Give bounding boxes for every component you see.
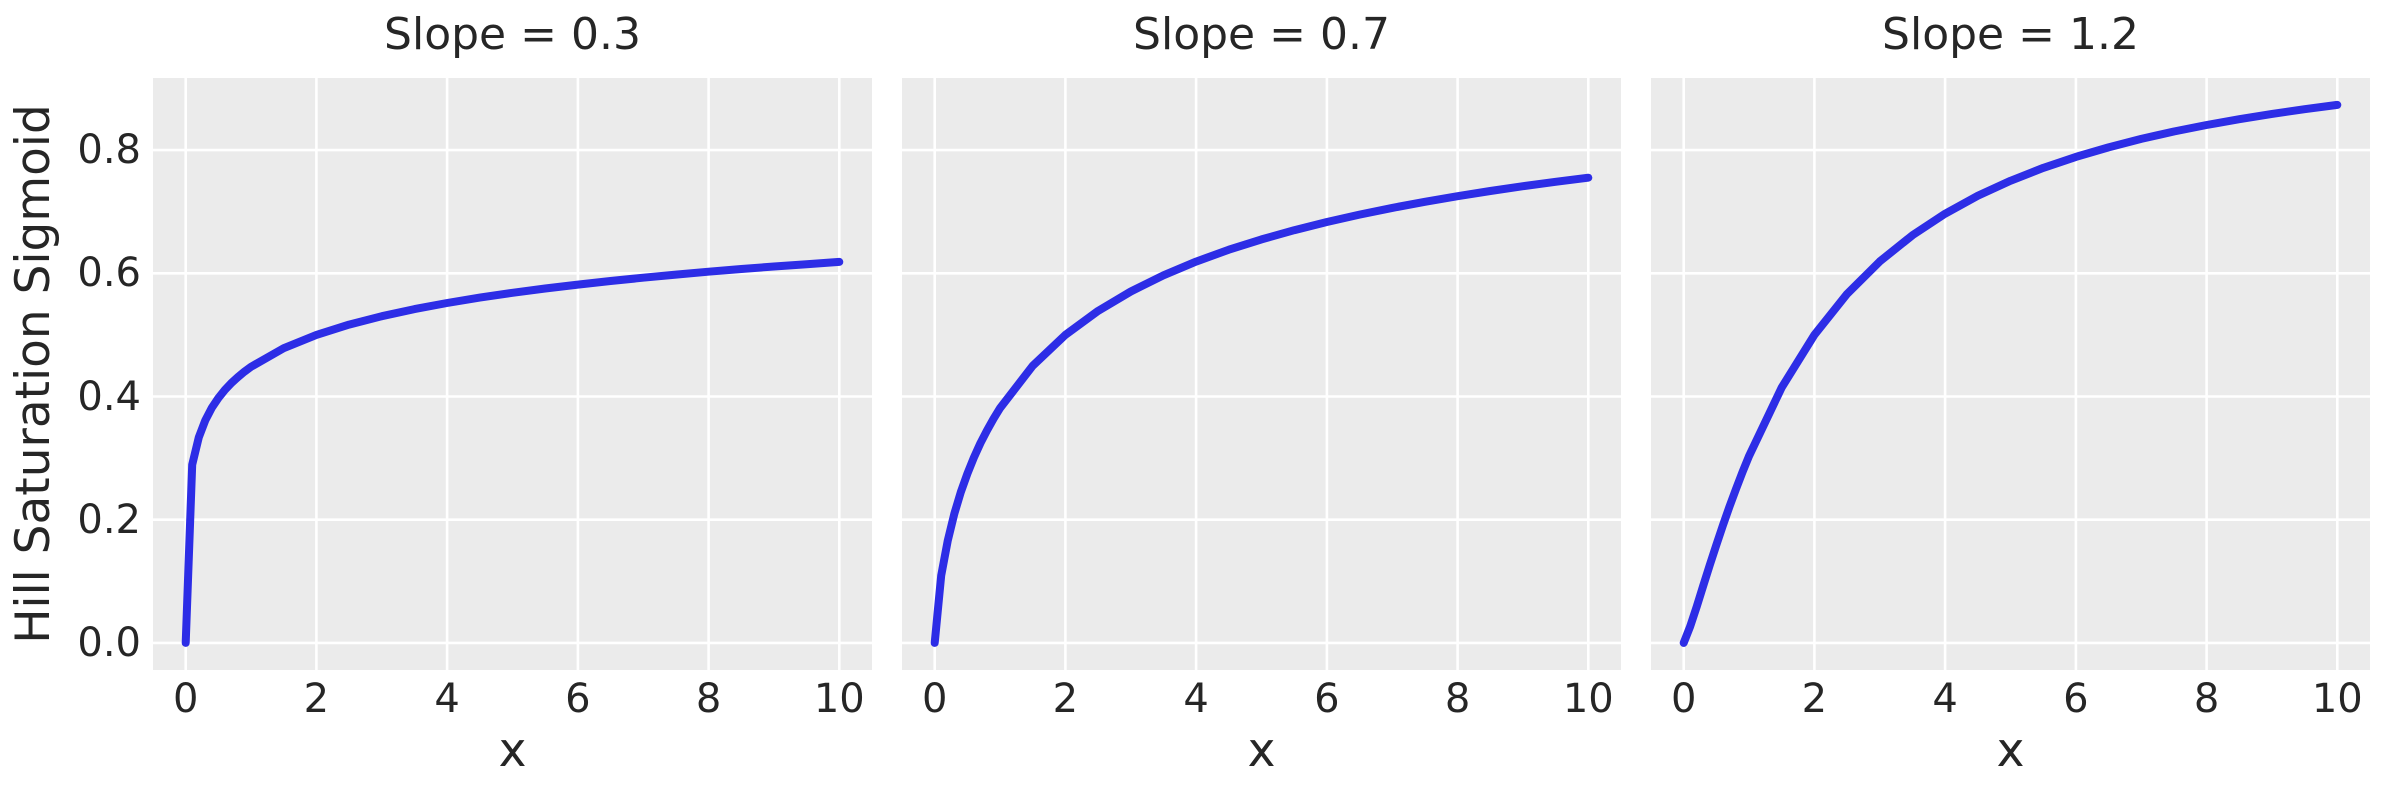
subplot-title: Slope = 1.2 <box>1882 9 2139 60</box>
x-tick-label: 2 <box>1801 676 1828 722</box>
y-tick-label: 0.0 <box>77 619 141 666</box>
x-tick-label: 4 <box>1932 676 1958 722</box>
x-tick-label: 8 <box>1444 676 1471 722</box>
x-tick-label: 8 <box>2193 676 2220 722</box>
axes-background <box>153 78 872 670</box>
curve-line <box>930 173 1593 647</box>
plot-area <box>902 78 1621 670</box>
x-tick-label: 4 <box>1183 676 1209 722</box>
y-tick-label: 0.6 <box>77 250 141 297</box>
subplot-slope-0-7: Slope = 0.7 0 2 4 6 8 10 x <box>902 0 1621 800</box>
x-tick-label: 10 <box>2311 676 2363 722</box>
x-tick-labels: 0 2 4 6 8 10 <box>153 676 872 726</box>
x-tick-label: 0 <box>921 676 948 722</box>
x-tick-label: 0 <box>172 676 199 722</box>
x-tick-label: 6 <box>2063 676 2089 722</box>
y-tick-label: 0.2 <box>77 496 141 543</box>
x-axis-label: x <box>1247 723 1276 778</box>
x-tick-label: 4 <box>434 676 460 722</box>
x-tick-label: 10 <box>813 676 865 722</box>
y-tick-label: 0.8 <box>77 127 141 174</box>
x-tick-label: 6 <box>1314 676 1340 722</box>
x-tick-label: 2 <box>1052 676 1079 722</box>
x-tick-label: 10 <box>1562 676 1614 722</box>
subplot-title: Slope = 0.3 <box>384 9 641 60</box>
x-tick-label: 8 <box>695 676 722 722</box>
x-tick-labels: 0 2 4 6 8 10 <box>1651 676 2370 726</box>
y-tick-labels: 0.0 0.2 0.4 0.6 0.8 <box>0 0 141 800</box>
x-tick-label: 6 <box>565 676 591 722</box>
y-tick-label: 0.4 <box>77 373 141 420</box>
curve-line <box>181 257 844 647</box>
plot-area <box>1651 78 2370 670</box>
axes-background <box>1651 78 2370 670</box>
subplot-slope-1-2: Slope = 1.2 0 2 4 6 8 10 x <box>1651 0 2370 800</box>
x-tick-labels: 0 2 4 6 8 10 <box>902 676 1621 726</box>
subplot-title: Slope = 0.7 <box>1133 9 1390 60</box>
x-tick-label: 0 <box>1670 676 1697 722</box>
curve-line <box>1679 100 2342 647</box>
plot-area <box>153 78 872 670</box>
subplot-slope-0-3: Slope = 0.3 0 2 4 6 8 10 x <box>153 0 872 800</box>
x-tick-label: 2 <box>303 676 330 722</box>
x-axis-label: x <box>1996 723 2025 778</box>
axes-background <box>902 78 1621 670</box>
x-axis-label: x <box>498 723 527 778</box>
